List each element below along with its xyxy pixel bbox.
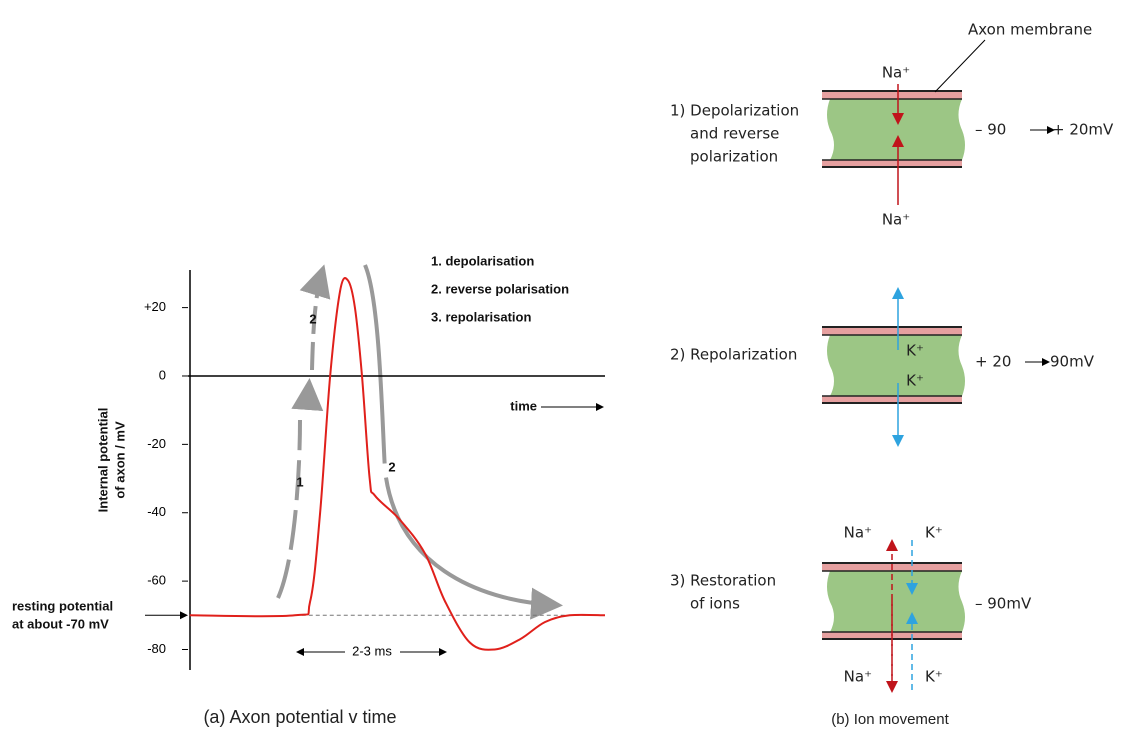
ion-label: K⁺ (925, 668, 943, 686)
legend-item: 2. reverse polarisation (431, 281, 569, 296)
voltage-label: + 20 (975, 353, 1011, 371)
phase-label: 2 (309, 311, 316, 326)
ion-label: Na⁺ (882, 64, 910, 82)
membrane (822, 563, 965, 639)
panel-title: and reverse (690, 125, 779, 143)
panel-title: 1) Depolarization (670, 102, 799, 120)
panel-title: of ions (690, 595, 740, 613)
resting-label: resting potential (12, 598, 113, 613)
ion-label: K⁺ (906, 342, 924, 360)
voltage-label: + 20mV (1052, 121, 1114, 139)
ion-label: Na⁺ (844, 668, 872, 686)
membrane (822, 327, 965, 403)
resting-label: at about -70 mV (12, 616, 109, 631)
phase-arrow (308, 386, 309, 400)
pointer-line (935, 40, 985, 92)
y-tick-label: -20 (147, 436, 166, 451)
phase-label: 2 (388, 459, 395, 474)
panel-title: polarization (690, 148, 778, 166)
legend-item: 1. depolarisation (431, 253, 534, 268)
duration-label: 2-3 ms (352, 643, 392, 658)
phase-arrow (278, 420, 300, 598)
voltage-label: – 90mV (975, 595, 1032, 613)
caption: (a) Axon potential v time (203, 707, 396, 727)
y-axis-label: Internal potential (95, 408, 110, 513)
legend-item: 3. repolarisation (431, 309, 531, 324)
y-tick-label: -60 (147, 573, 166, 588)
membrane-label: Axon membrane (968, 21, 1092, 39)
y-tick-label: -80 (147, 641, 166, 656)
y-tick-label: 0 (159, 367, 166, 382)
y-tick-label: -40 (147, 504, 166, 519)
ion-label: Na⁺ (882, 211, 910, 229)
potential-line (190, 278, 605, 650)
ion-label: Na⁺ (844, 524, 872, 542)
ion-label: K⁺ (906, 372, 924, 390)
figure: 1 2 2 1. depolarisation 2. reverse polar… (0, 0, 1122, 734)
line-chart: 1 2 2 1. depolarisation 2. reverse polar… (12, 253, 605, 726)
caption: (b) Ion movement (831, 711, 949, 728)
x-axis-label: time (510, 398, 537, 413)
voltage-label: 90mV (1050, 353, 1095, 371)
panel-title: 3) Restoration (670, 572, 776, 590)
panel-title: 2) Repolarization (670, 346, 797, 364)
ion-label: K⁺ (925, 524, 943, 542)
y-tick-label: +20 (144, 299, 166, 314)
phase-label: 1 (296, 474, 303, 489)
y-axis-label: of axon / mV (112, 421, 127, 499)
voltage-label: – 90 (975, 121, 1006, 139)
membrane (822, 91, 965, 167)
ion-diagram: Axon membrane Na⁺ Na⁺ 1) Depolarization … (670, 21, 1114, 728)
